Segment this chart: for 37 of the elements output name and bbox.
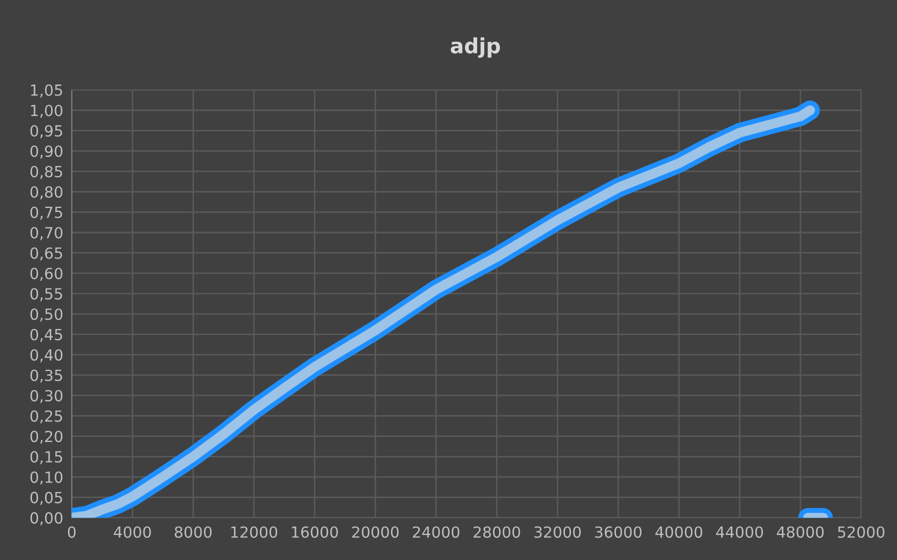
chart-title: adjp	[450, 37, 500, 58]
x-tick-label: 8000	[174, 526, 212, 538]
y-tick-label: 0,55	[30, 288, 62, 302]
y-tick-label: 0,25	[30, 410, 62, 424]
x-tick-label: 48000	[776, 526, 824, 538]
x-tick-label: 44000	[716, 526, 763, 538]
y-tick-label: 0,30	[30, 390, 62, 404]
y-tick-label: 0,45	[30, 328, 62, 342]
y-tick-label: 0,00	[30, 512, 62, 526]
y-tick-label: 0,75	[30, 206, 62, 220]
x-tick-label: 16000	[292, 526, 338, 538]
y-tick-label: 0,85	[30, 166, 62, 179]
x-tick-label: 36000	[595, 526, 642, 538]
y-tick-label: 0,80	[30, 186, 62, 200]
y-tick-label: 0,35	[30, 370, 62, 383]
y-tick-label: 1,00	[31, 104, 62, 118]
y-tick-label: 0,95	[30, 125, 62, 138]
x-tick-label: 40000	[655, 526, 702, 538]
y-tick-label: 0,70	[30, 226, 62, 240]
y-tick-label: 0,50	[30, 308, 62, 322]
y-tick-label: 0,05	[30, 492, 62, 505]
y-tick-label: 0,20	[30, 430, 62, 444]
y-tick-label: 0,15	[30, 451, 62, 464]
x-tick-label: 52000	[838, 526, 884, 538]
y-tick-label: 0,65	[30, 247, 62, 260]
x-tick-label: 24000	[412, 526, 460, 538]
y-tick-label: 1,05	[31, 84, 62, 98]
y-tick-label: 0,40	[30, 349, 62, 362]
x-tick-label: 4000	[114, 526, 151, 538]
y-tick-label: 0,10	[30, 471, 62, 485]
x-tick-label: 12000	[231, 526, 278, 538]
x-tick-label: 0	[68, 526, 76, 538]
x-tick-label: 28000	[474, 526, 520, 538]
y-tick-label: 0,60	[30, 268, 62, 281]
x-tick-label: 32000	[534, 526, 581, 538]
y-tick-label: 0,90	[30, 145, 62, 159]
x-tick-label: 20000	[352, 526, 399, 538]
